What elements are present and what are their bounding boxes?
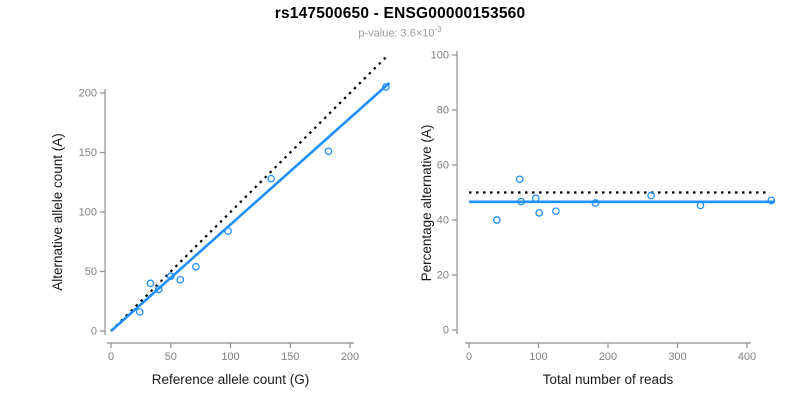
data-point <box>146 279 155 288</box>
data-point <box>154 285 163 294</box>
data-point <box>135 308 144 316</box>
x-tick-label: 300 <box>668 351 686 363</box>
data-point <box>696 201 705 210</box>
identity-line <box>110 55 388 332</box>
data-point <box>535 209 544 217</box>
data-point <box>517 197 525 206</box>
data-point <box>381 83 390 91</box>
data-point <box>166 272 175 281</box>
data-point <box>531 194 540 203</box>
x-tick-label: 0 <box>108 351 114 363</box>
left-panel: 0 50 100 150 200 Reference allele count (G) 0 5… <box>50 55 391 387</box>
data-point <box>267 174 275 183</box>
plot-subtitle: p-value: 3.6×10-3 <box>0 25 800 40</box>
x-tick-label: 400 <box>738 351 756 363</box>
x-axis-title: Total number of reads <box>543 372 674 387</box>
y-tick-label: 200 <box>79 88 97 100</box>
y-tick-label: 40 <box>437 215 449 227</box>
y-tick-label: 100 <box>79 207 97 219</box>
y-tick-label: 0 <box>443 325 449 337</box>
x-axis-title: Reference allele count (G) <box>152 372 310 387</box>
pvalue-exponent: -3 <box>434 25 442 34</box>
y-axis-title: Percentage alternative (A) <box>419 125 434 282</box>
data-point <box>492 216 501 224</box>
x-tick-label: 100 <box>529 351 547 363</box>
y-tick-label: 100 <box>431 50 449 62</box>
data-point <box>767 196 776 205</box>
x-tick-label: 200 <box>599 351 617 363</box>
y-tick-label: 80 <box>437 105 449 117</box>
data-point <box>191 262 200 271</box>
x-tick-label: 150 <box>281 351 299 363</box>
x-tick-label: 50 <box>165 351 177 363</box>
data-point <box>647 191 655 200</box>
x-tick-label: 200 <box>341 351 359 363</box>
data-point <box>176 275 185 284</box>
y-tick-label: 60 <box>437 160 449 172</box>
data-point <box>591 199 600 207</box>
x-tick-label: 100 <box>221 351 239 363</box>
data-point <box>224 227 232 235</box>
y-tick-label: 0 <box>91 326 97 338</box>
fit-line <box>110 81 391 332</box>
data-point <box>515 175 524 184</box>
x-tick-label: 0 <box>466 351 472 363</box>
data-point <box>324 147 333 156</box>
plot-title: rs147500650 - ENSG00000153560 <box>274 5 526 22</box>
data-point <box>552 207 560 216</box>
y-tick-label: 50 <box>85 266 97 278</box>
y-axis-title: Alternative allele count (A) <box>50 133 65 291</box>
y-tick-label: 150 <box>79 147 97 159</box>
y-tick-label: 20 <box>437 270 449 282</box>
right-panel: 0 100 200 300 400 Total number of reads 0 20 40 6… <box>419 50 776 387</box>
pvalue-text: p-value: 3.6×10 <box>358 27 435 40</box>
